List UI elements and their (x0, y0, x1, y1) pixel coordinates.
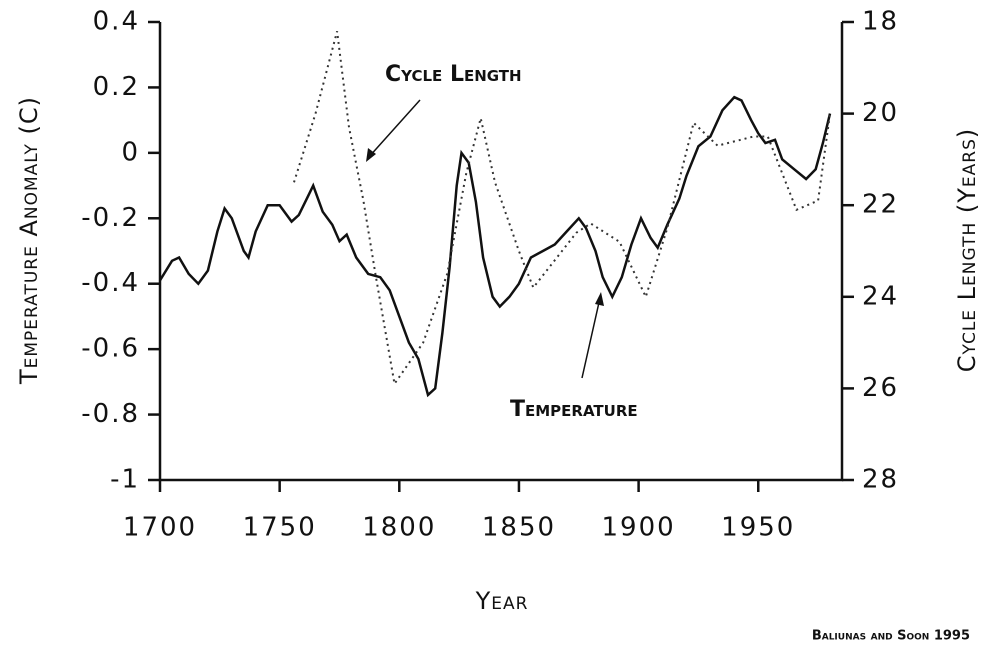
y-tick-label: -0.2 (81, 203, 140, 233)
arrow-head (366, 148, 376, 162)
y2-tick-label: 20 (862, 98, 899, 128)
arrow (367, 99, 421, 159)
x-tick-label: 1950 (721, 513, 795, 543)
x-tick-label: 1700 (123, 513, 197, 543)
x-tick-label: 1850 (482, 513, 556, 543)
y-tick-label: 0.2 (93, 72, 140, 102)
annotation: Temperature (510, 397, 638, 422)
x-tick-label: 1800 (362, 513, 436, 543)
annotation: Cycle Length (385, 62, 522, 87)
line-series (293, 30, 831, 387)
y2-tick-label: 26 (862, 373, 899, 403)
credit: Baliunas and Soon 1995 (812, 629, 970, 644)
y-tick-label: 0.4 (93, 7, 140, 37)
y2-tick-label: 22 (862, 190, 899, 220)
y2-tick-label: 18 (862, 7, 899, 37)
y-axis-label: Temperature Anomaly (C) (15, 96, 43, 385)
y2-tick-label: 24 (862, 281, 899, 311)
line-series (158, 95, 832, 398)
x-tick-label: 1900 (602, 513, 676, 543)
arrow (581, 297, 601, 379)
x-axis-label: Year (475, 587, 529, 615)
y-tick-label: -1 (110, 465, 140, 495)
y-tick-label: 0 (121, 137, 140, 167)
y-tick-label: -0.8 (81, 399, 140, 429)
x-tick-label: 1750 (243, 513, 317, 543)
y-tick-label: -0.6 (81, 334, 140, 364)
y-tick-label: -0.4 (81, 268, 140, 298)
arrow-head (595, 292, 604, 306)
axes (158, 22, 844, 482)
y2-axis-label: Cycle Length (Years) (953, 128, 981, 372)
y2-tick-label: 28 (862, 465, 899, 495)
